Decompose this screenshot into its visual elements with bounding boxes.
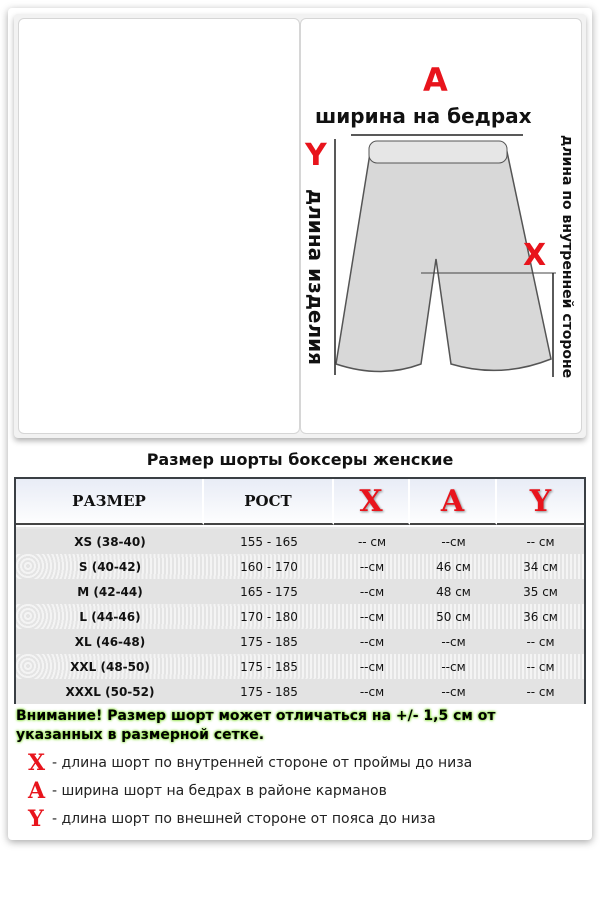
- legend-text: - длина шорт по внешней стороне от пояса…: [52, 811, 436, 827]
- table-cell: --см: [359, 634, 385, 649]
- image-panel-right[interactable]: A ширина на бедрах Y длина изделия X дли…: [300, 18, 582, 434]
- table-cell: --см: [359, 609, 385, 624]
- legend-text: - ширина шорт на бедрах в районе кармано…: [52, 783, 387, 799]
- table-cell: XL (46-48): [74, 634, 146, 649]
- shorts-shape: [335, 142, 552, 373]
- shorts-diagram: A ширина на бедрах Y длина изделия X дли…: [304, 61, 575, 378]
- letter-a: A: [423, 61, 448, 99]
- table-cell: --см: [359, 659, 385, 674]
- table-cell: --см: [359, 684, 385, 699]
- header-x: X: [334, 479, 410, 525]
- size-warning: Внимание! Размер шорт может отличаться н…: [16, 708, 496, 743]
- waistband: [368, 140, 508, 164]
- legend-letter: A: [28, 778, 46, 804]
- table-cell: -- см: [357, 534, 387, 549]
- table-cell: 175 - 185: [240, 634, 298, 649]
- table-cell: -- см: [526, 684, 555, 699]
- table-cell: 170 - 180: [240, 609, 298, 624]
- table-cell: 36 см: [523, 609, 558, 624]
- header-size: РАЗМЕР: [16, 479, 204, 525]
- table-cell: --см: [359, 584, 385, 599]
- table-cell: --см: [441, 684, 466, 699]
- chart-title: Размер шорты боксеры женские: [146, 450, 454, 469]
- table-row: XXL (48-50) 175 - 185 --см --см -- см: [16, 654, 584, 679]
- image-gallery: A ширина на бедрах Y длина изделия X дли…: [14, 14, 586, 438]
- table-cell: -- см: [526, 634, 555, 649]
- table-row: XL (46-48) 175 - 185 --см --см -- см: [16, 629, 584, 654]
- table-cell: S (40-42): [78, 559, 142, 574]
- table-row: XXXL (50-52) 175 - 185 --см --см -- см: [16, 679, 584, 704]
- table-cell: M (42-44): [77, 584, 143, 599]
- table-cell: 48 см: [436, 584, 471, 599]
- legend-letter: X: [28, 750, 46, 776]
- image-panel-left[interactable]: [18, 18, 300, 434]
- table-cell: --см: [359, 559, 385, 574]
- table-cell: -- см: [526, 534, 555, 549]
- table-cell: 160 - 170: [240, 559, 298, 574]
- table-cell: 35 см: [523, 584, 558, 599]
- table-cell: 175 - 185: [240, 684, 298, 699]
- table-cell: 165 - 175: [240, 584, 298, 599]
- header-height: РОСТ: [204, 479, 334, 525]
- table-row: M (42-44) 165 - 175 --см 48 см 35 см: [16, 579, 584, 604]
- table-cell: 155 - 165: [240, 534, 298, 549]
- table-cell: XXXL (50-52): [65, 684, 155, 699]
- legend-item: Y - длина шорт по внешней стороне от пояс…: [28, 806, 436, 832]
- header-y: Y: [497, 479, 584, 525]
- legend-item: A - ширина шорт на бедрах в районе карман…: [28, 778, 387, 804]
- table-cell: 175 - 185: [240, 659, 298, 674]
- table-cell: 50 см: [436, 609, 471, 624]
- table-cell: --см: [441, 534, 466, 549]
- table-cell: -- см: [526, 659, 555, 674]
- length-label: длина изделия: [304, 189, 328, 365]
- inner-length-label: длина по внутренней стороне: [559, 135, 575, 378]
- legend-item: X - длина шорт по внутренней стороне от п…: [28, 750, 472, 776]
- table-row: S (40-42) 160 - 170 --см 46 см 34 см: [16, 554, 584, 579]
- table-cell: --см: [441, 634, 466, 649]
- header-a: A: [410, 479, 497, 525]
- table-cell: --см: [441, 659, 466, 674]
- table-row: L (44-46) 170 - 180 --см 50 см 36 см: [16, 604, 584, 629]
- table-cell: 34 см: [523, 559, 558, 574]
- table-cell: L (44-46): [79, 609, 141, 624]
- size-table: РАЗМЕР РОСТ X A Y XS (38-40) 155 - 165 -- …: [14, 477, 586, 704]
- letter-y: Y: [304, 138, 328, 173]
- table-row: XS (38-40) 155 - 165 -- см --см -- см: [16, 529, 584, 554]
- legend-letter: Y: [28, 806, 44, 832]
- letter-x: X: [523, 238, 546, 273]
- legend-text: - длина шорт по внутренней стороне от пр…: [52, 755, 473, 771]
- table-cell: XXL (48-50): [70, 659, 150, 674]
- table-cell: 46 см: [436, 559, 471, 574]
- table-cell: XS (38-40): [74, 534, 146, 549]
- table-header: РАЗМЕР РОСТ X A Y: [16, 479, 584, 527]
- width-label: ширина на бедрах: [315, 104, 532, 128]
